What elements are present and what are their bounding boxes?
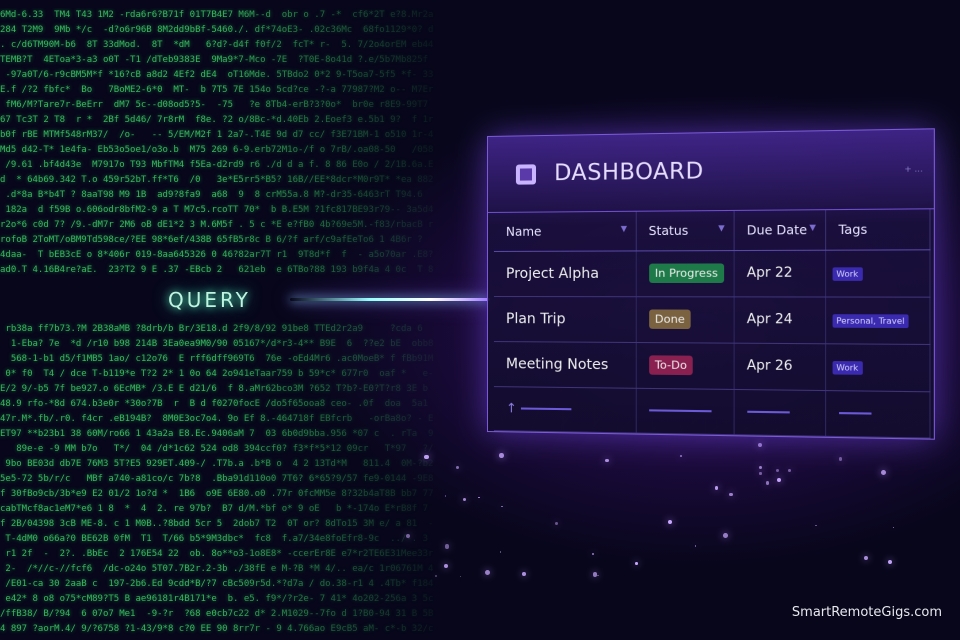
task-name: Meeting Notes	[493, 341, 636, 388]
particle	[863, 555, 868, 560]
dashboard-title: DASHBOARD	[554, 158, 704, 187]
particle	[499, 453, 504, 458]
particle	[484, 570, 490, 576]
particle	[406, 533, 411, 538]
matrix-code-background: rb38a ff7b73.?M 2B38aMB ?8drb/b Br/3E18.…	[0, 324, 434, 634]
particle	[460, 576, 462, 578]
particle	[881, 470, 887, 476]
task-name: Project Alpha	[493, 250, 636, 297]
status-badge: To-Do	[648, 355, 694, 376]
particle	[765, 480, 770, 485]
column-header-tags[interactable]: Tags	[825, 209, 930, 250]
particle	[714, 486, 719, 490]
chevron-down-icon[interactable]: ▼	[809, 222, 816, 232]
particle	[838, 457, 843, 462]
tag-badge: Work	[832, 360, 863, 375]
matrix-code-background: 6Md-6.33 TM4 T43 1M2 -rda6r6?B71f 01T7B4…	[0, 10, 434, 275]
dashboard-logo-icon	[515, 163, 537, 185]
particle	[815, 525, 817, 527]
particle	[679, 455, 682, 457]
particle	[893, 526, 895, 528]
particle	[555, 522, 559, 526]
particle	[635, 562, 638, 565]
particle	[722, 533, 728, 538]
particle	[887, 559, 892, 564]
task-table: Name ▼ Status ▼ Due Date ▼ Tags Project Alp…	[493, 209, 930, 438]
particle	[694, 545, 697, 547]
particle	[444, 544, 450, 549]
particle	[424, 454, 429, 460]
column-header-name[interactable]: Name ▼	[493, 211, 636, 251]
particle	[729, 492, 733, 497]
tag-badge: Personal, Travel	[832, 314, 909, 329]
particle	[478, 496, 480, 499]
status-badge: In Progress	[648, 263, 725, 283]
table-row[interactable]: Project Alpha In Progress Apr 22 Work	[493, 249, 930, 297]
query-beam	[290, 298, 490, 301]
particle	[591, 552, 594, 555]
particle	[499, 550, 502, 553]
table-footer: ↑	[493, 386, 930, 438]
header-action[interactable]: + ...	[904, 164, 923, 174]
due-date: Apr 26	[733, 342, 826, 391]
particle	[435, 575, 438, 578]
chevron-down-icon[interactable]: ▼	[620, 223, 627, 233]
particle	[775, 468, 780, 473]
particle	[597, 574, 599, 577]
particle	[758, 442, 763, 447]
particle	[605, 458, 609, 463]
due-date: Apr 24	[733, 296, 826, 344]
particle	[522, 571, 527, 576]
table-row[interactable]: Meeting Notes To-Do Apr 26 Work	[493, 341, 930, 392]
particle	[501, 505, 503, 508]
particle	[759, 472, 762, 475]
particle	[788, 469, 792, 473]
particle	[443, 563, 449, 569]
column-header-due-date[interactable]: Due Date ▼	[733, 210, 826, 251]
column-header-status[interactable]: Status ▼	[635, 210, 734, 251]
particle	[758, 465, 762, 469]
arrow-up-icon[interactable]: ↑	[505, 400, 517, 416]
query-label: QUERY	[168, 288, 251, 312]
chevron-down-icon[interactable]: ▼	[718, 223, 725, 233]
due-date: Apr 22	[733, 249, 826, 297]
dashboard-header: DASHBOARD + ...	[487, 129, 934, 213]
watermark: SmartRemoteGigs.com	[791, 605, 942, 620]
particle	[444, 495, 447, 498]
status-badge: Done	[648, 309, 692, 330]
particle	[456, 466, 460, 470]
task-name: Plan Trip	[493, 296, 636, 342]
particle	[667, 519, 672, 524]
footer-cell: ↑	[493, 386, 636, 433]
particle	[593, 572, 598, 577]
dashboard-panel: DASHBOARD + ... Name ▼ Status ▼ Due Date ▼ …	[487, 128, 935, 440]
particle	[776, 477, 782, 483]
tag-badge: Work	[832, 267, 863, 281]
particle	[462, 497, 467, 502]
table-row[interactable]: Plan Trip Done Apr 24 Personal, Travel	[493, 296, 930, 344]
